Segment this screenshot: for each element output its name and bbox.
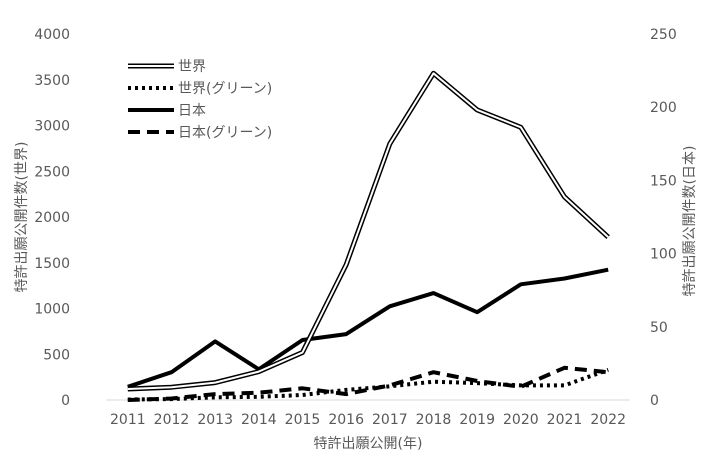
left-axis-tick-label: 500 <box>43 347 70 363</box>
legend-label: 世界(グリーン) <box>178 81 272 97</box>
series-0 <box>128 73 609 389</box>
x-axis-title: 特許出願公開(年) <box>314 436 423 452</box>
series-layer <box>128 73 609 400</box>
right-axis-title: 特許出願公開件数(日本) <box>682 146 698 297</box>
right-axis-tick-label: 200 <box>650 100 677 116</box>
left-axis-tick-label: 1500 <box>34 256 70 272</box>
series-line-world-outer <box>128 73 608 389</box>
legend-item: 日本 <box>128 103 206 119</box>
x-axis-tick-label: 2021 <box>547 412 583 428</box>
left-axis-tick-label: 3000 <box>34 119 70 135</box>
x-axis-tick-label: 2012 <box>154 412 190 428</box>
right-axis-ticks: 0 50 100 150 200 250 <box>650 27 677 409</box>
legend-label: 世界 <box>178 59 206 75</box>
legend-label: 日本(グリーン) <box>178 125 272 141</box>
left-axis-title: 特許出願公開件数(世界) <box>14 142 30 293</box>
right-axis-tick-label: 0 <box>650 393 659 409</box>
right-axis-tick-label: 100 <box>650 247 677 263</box>
left-axis-tick-label: 3500 <box>34 73 70 89</box>
left-axis-tick-label: 4000 <box>34 27 70 43</box>
x-axis-tick-label: 2017 <box>372 412 408 428</box>
right-axis-tick-label: 50 <box>650 320 668 336</box>
x-axis-tick-label: 2018 <box>416 412 452 428</box>
left-axis-tick-label: 2500 <box>34 164 70 180</box>
x-axis-ticks: 2011 2012 2013 2014 2015 2016 2017 2018 2019 2020… <box>110 412 626 428</box>
left-axis-tick-label: 1000 <box>34 302 70 318</box>
legend-item: 日本(グリーン) <box>128 125 272 141</box>
right-axis-tick-label: 250 <box>650 27 677 43</box>
legend-item: 世界(グリーン) <box>128 81 272 97</box>
x-axis-tick-label: 2022 <box>590 412 626 428</box>
left-axis-tick-label: 2000 <box>34 210 70 226</box>
x-axis-tick-label: 2011 <box>110 412 146 428</box>
x-axis-tick-label: 2019 <box>459 412 495 428</box>
right-axis-tick-label: 150 <box>650 173 677 189</box>
left-axis-ticks: 0 500 1000 1500 2000 2500 3000 3500 4000 <box>34 27 70 409</box>
series-line-world-inner <box>128 73 608 389</box>
left-axis-tick-label: 0 <box>61 393 70 409</box>
series-line <box>128 270 608 387</box>
series-2 <box>128 270 609 387</box>
legend-item: 世界 <box>128 59 206 75</box>
x-axis-tick-label: 2014 <box>241 412 277 428</box>
x-axis-tick-label: 2013 <box>197 412 233 428</box>
x-axis-tick-label: 2020 <box>503 412 539 428</box>
legend-label: 日本 <box>178 103 206 119</box>
x-axis-tick-label: 2016 <box>328 412 364 428</box>
x-axis-tick-label: 2015 <box>285 412 321 428</box>
